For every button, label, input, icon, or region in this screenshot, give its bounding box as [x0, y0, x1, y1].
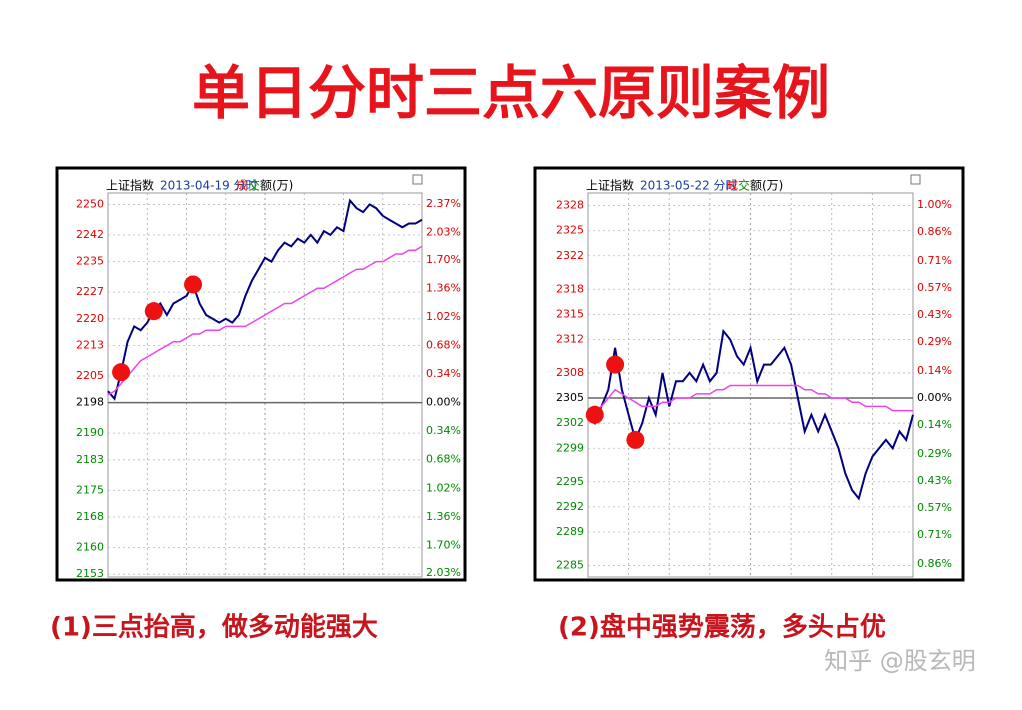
y-tick-label: 2168	[76, 510, 104, 523]
y2-tick-label: 0.34%	[426, 424, 461, 437]
y2-tick-label: 1.02%	[426, 310, 461, 323]
y2-tick-label: 2.37%	[426, 197, 461, 210]
y2-tick-label: 1.36%	[426, 510, 461, 523]
legend-label: 成	[726, 179, 738, 193]
y-tick-label: 2318	[556, 282, 584, 295]
y-tick-label: 2250	[76, 197, 104, 210]
highlight-dot	[626, 430, 645, 449]
y-tick-label: 2315	[556, 307, 584, 320]
y2-tick-label: 0.29%	[917, 335, 952, 348]
highlight-dot	[585, 405, 604, 424]
y2-tick-label: 2.03%	[426, 225, 461, 238]
corner-box	[412, 174, 423, 185]
y2-tick-label: 0.14%	[917, 418, 952, 431]
y-tick-label: 2242	[76, 228, 104, 241]
y2-tick-label: 0.86%	[917, 225, 952, 238]
y-tick-label: 2305	[556, 391, 584, 404]
y-tick-label: 2308	[556, 366, 584, 379]
y2-tick-label: 0.68%	[426, 453, 461, 466]
y-tick-label: 2325	[556, 224, 584, 237]
y-tick-label: 2213	[76, 338, 104, 351]
y2-tick-label: 1.00%	[917, 198, 952, 211]
y-tick-label: 2289	[556, 525, 584, 538]
index-name: 上证指数	[106, 178, 154, 193]
y-tick-label: 2328	[556, 199, 584, 212]
y-tick-label: 2302	[556, 416, 584, 429]
y-tick-label: 2292	[556, 500, 584, 513]
price-line	[107, 198, 423, 401]
y-tick-label: 2227	[76, 285, 104, 298]
price-line	[587, 328, 914, 501]
chart-date: 2013-05-22 分时	[640, 179, 738, 193]
y2-tick-label: 0.43%	[917, 474, 952, 487]
chart-caption: (2)盘中强势震荡，多头占优	[558, 612, 886, 643]
y2-tick-label: 0.68%	[426, 339, 461, 352]
y-tick-label: 2205	[76, 369, 104, 382]
y2-tick-label: 0.00%	[426, 396, 461, 409]
y-tick-label: 2175	[76, 483, 104, 496]
y2-tick-label: 2.03%	[426, 566, 461, 579]
y2-tick-label: 0.57%	[917, 501, 952, 514]
y2-tick-label: 1.70%	[426, 538, 461, 551]
y-tick-label: 2312	[556, 332, 584, 345]
watermark: 知乎 @股玄明	[824, 647, 976, 675]
y2-tick-label: 0.34%	[426, 367, 461, 380]
legend-label: 额(万)	[750, 179, 783, 193]
y2-tick-label: 1.36%	[426, 282, 461, 295]
average-line	[587, 384, 913, 416]
average-line	[107, 245, 423, 396]
chart-frame	[533, 166, 965, 582]
legend-label: 交	[738, 178, 750, 193]
y-tick-label: 2299	[556, 441, 584, 454]
highlight-dot	[144, 302, 163, 321]
y-tick-label: 2198	[76, 396, 104, 409]
legend-label: 成	[236, 179, 248, 193]
highlight-dot	[606, 355, 625, 374]
page-title: 单日分时三点六原则案例	[192, 59, 830, 127]
y-tick-label: 2190	[76, 426, 104, 439]
y-tick-label: 2183	[76, 453, 104, 466]
y-tick-label: 2285	[556, 558, 584, 571]
y2-tick-label: 0.00%	[917, 391, 952, 404]
chart-date: 2013-04-19 分时	[160, 179, 258, 193]
y-tick-label: 2160	[76, 541, 104, 554]
y2-tick-label: 0.14%	[917, 364, 952, 377]
y-tick-label: 2322	[556, 249, 584, 262]
y2-tick-label: 0.86%	[917, 557, 952, 570]
y2-tick-label: 0.43%	[917, 308, 952, 321]
y2-tick-label: 1.70%	[426, 253, 461, 266]
legend-label: 交	[248, 178, 260, 193]
y2-tick-label: 1.02%	[426, 481, 461, 494]
y-tick-label: 2220	[76, 312, 104, 325]
y2-tick-label: 0.71%	[917, 528, 952, 541]
y-tick-label: 2153	[76, 567, 104, 580]
highlight-dot	[112, 363, 131, 382]
index-name: 上证指数	[586, 178, 634, 193]
highlight-dot	[184, 275, 203, 294]
chart-caption: (1)三点抬高，做多动能强大	[50, 612, 378, 643]
y2-tick-label: 0.29%	[917, 447, 952, 460]
y2-tick-label: 0.71%	[917, 254, 952, 267]
y-tick-label: 2235	[76, 255, 104, 268]
corner-box	[910, 174, 921, 185]
legend-label: 额(万)	[260, 179, 293, 193]
y2-tick-label: 0.57%	[917, 281, 952, 294]
y-tick-label: 2295	[556, 475, 584, 488]
